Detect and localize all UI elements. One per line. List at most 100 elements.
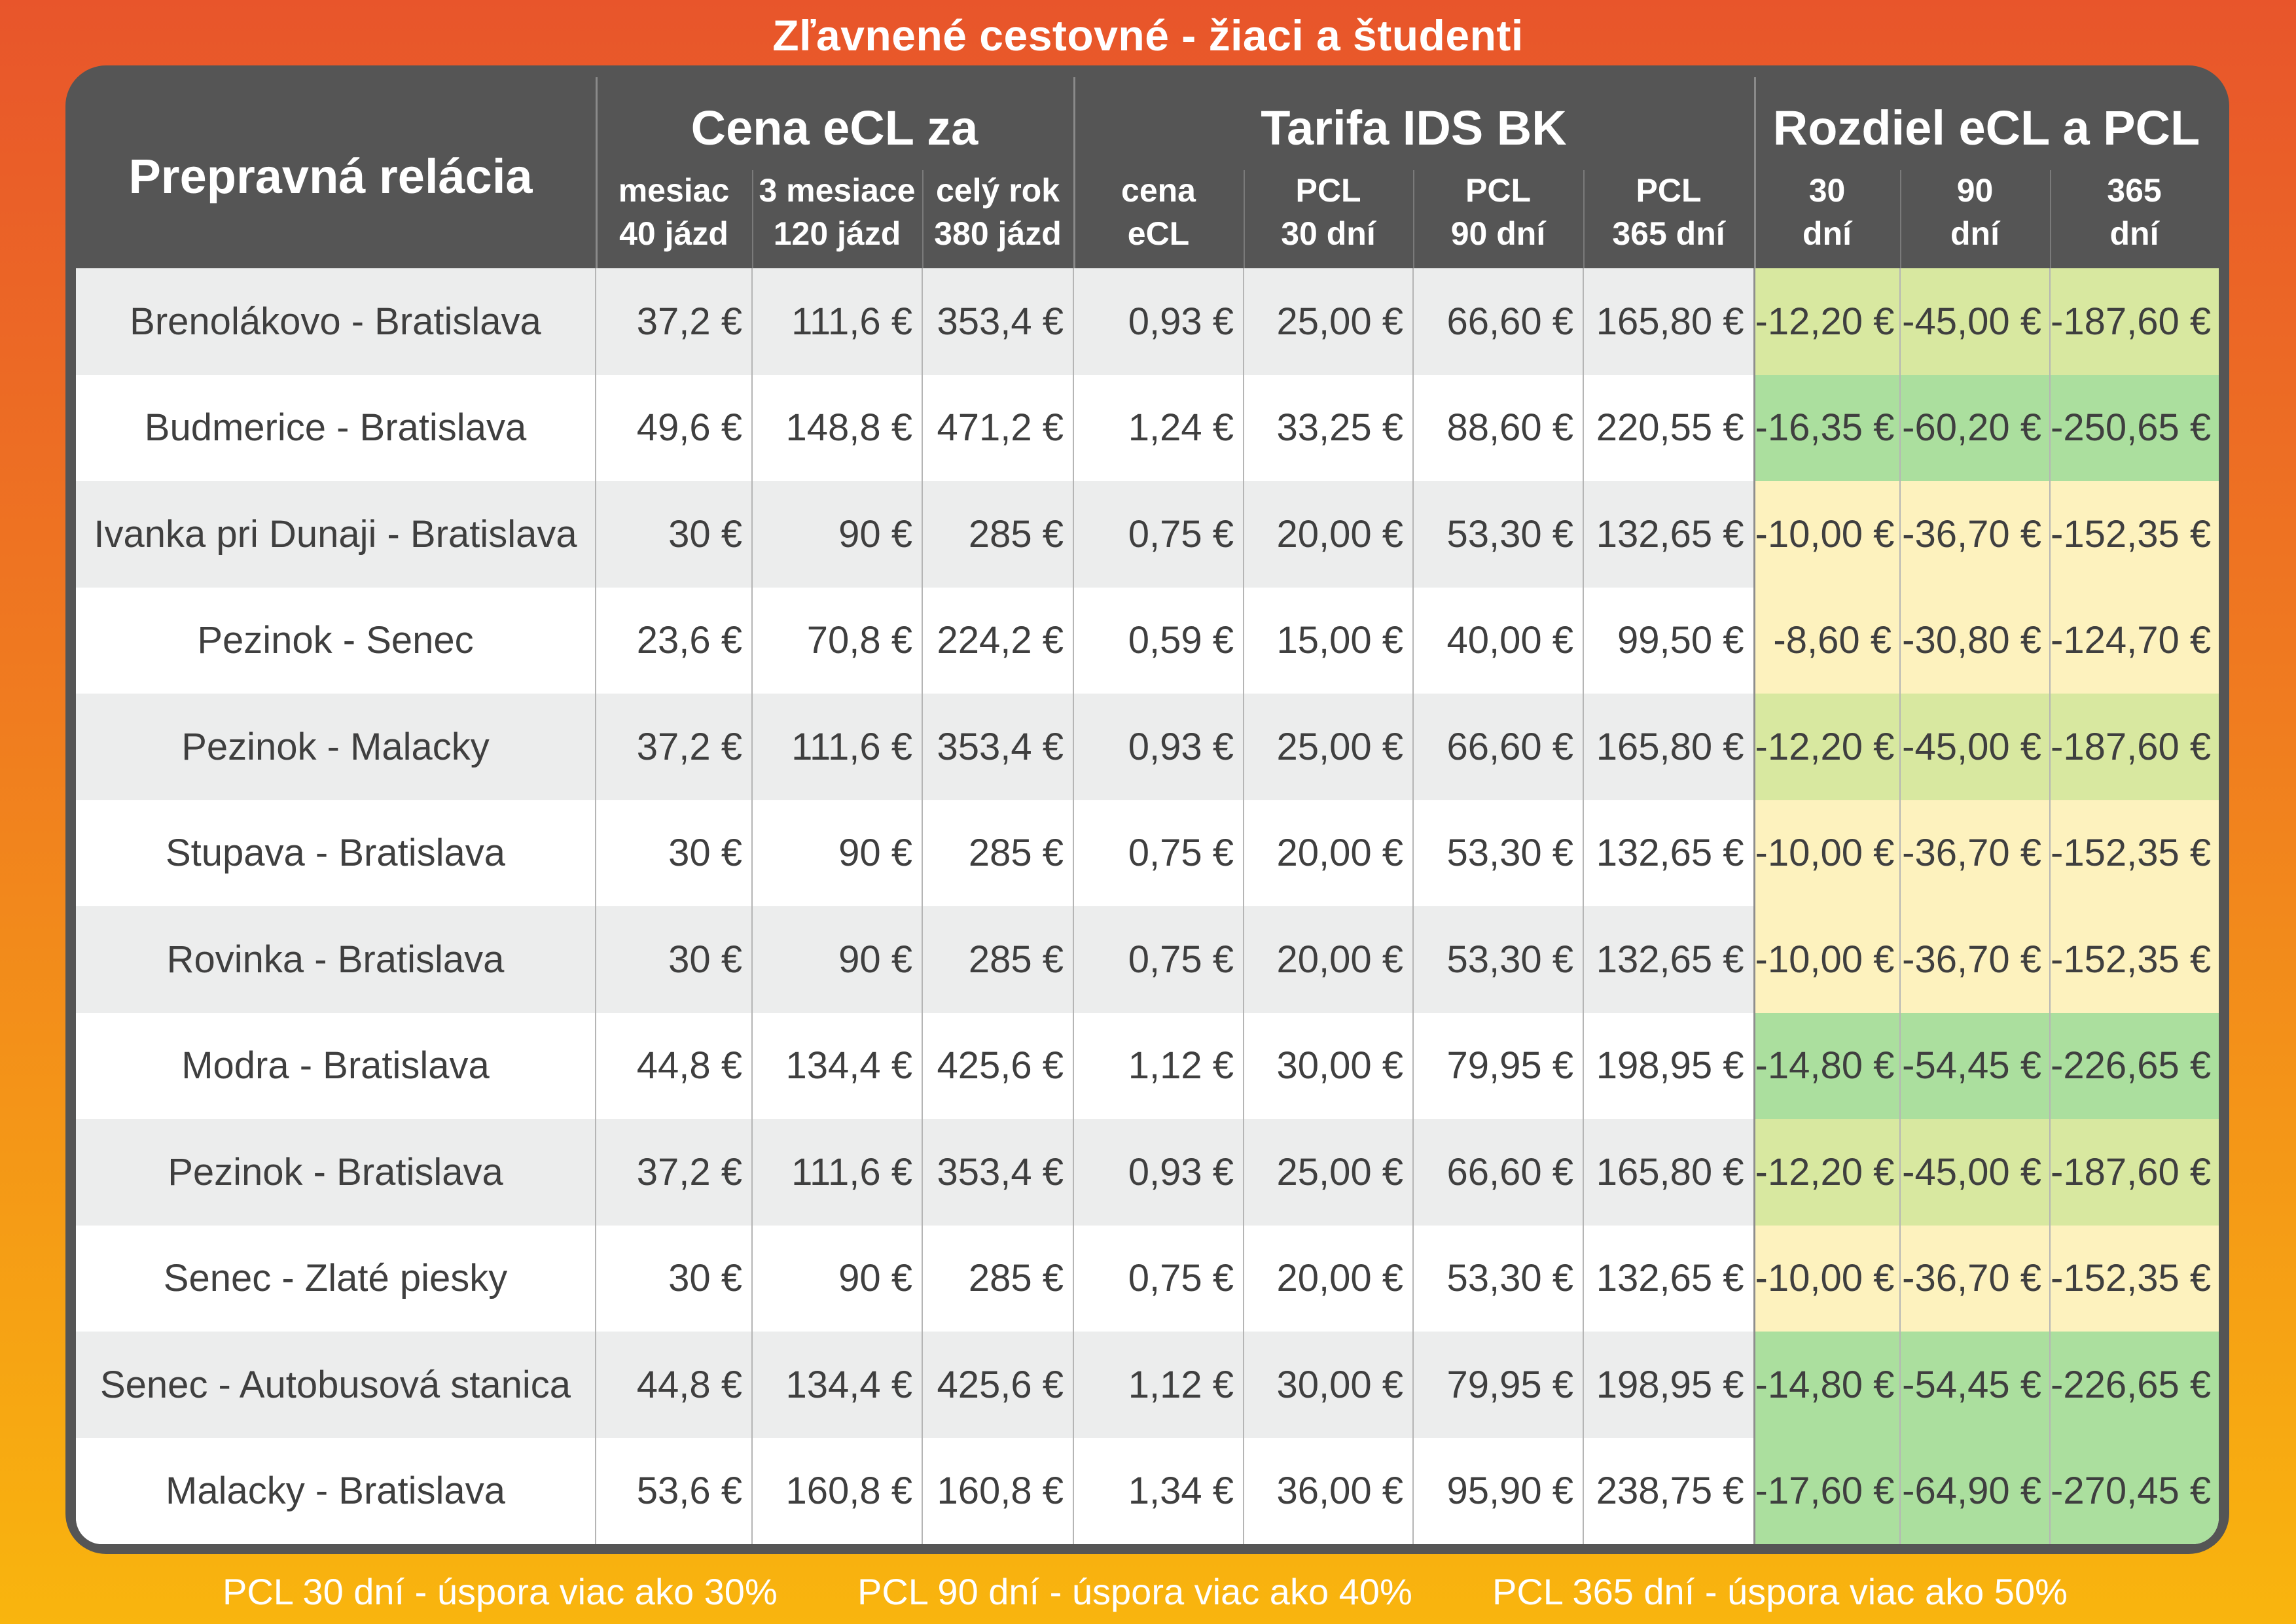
price-cell: 353,4 €: [922, 268, 1073, 375]
table-row: Pezinok - Bratislava 37,2 €111,6 €353,4 €…: [76, 1119, 2219, 1226]
route-cell: Brenolákovo - Bratislava: [76, 268, 596, 375]
sub-header-line2: 30 dní: [1281, 215, 1376, 252]
price-cell: 132,65 €: [1583, 1225, 1754, 1332]
price-cell: 285 €: [922, 481, 1073, 588]
price-cell: 37,2 €: [595, 694, 752, 800]
price-cell: 0,75 €: [1073, 1225, 1244, 1332]
route-cell: Rovinka - Bratislava: [76, 906, 596, 1013]
price-cell: 79,95 €: [1412, 1332, 1583, 1438]
difference-cell: -226,65 €: [2049, 1012, 2219, 1119]
route-cell: Pezinok - Bratislava: [76, 1119, 596, 1226]
price-cell: 165,80 €: [1583, 694, 1754, 800]
price-cell: 90 €: [751, 481, 922, 588]
price-cell: 53,30 €: [1412, 1225, 1583, 1332]
difference-cell: -45,00 €: [1899, 694, 2050, 800]
sub-header-line2: 120 jázd: [773, 215, 901, 252]
price-cell: 111,6 €: [751, 268, 922, 375]
sub-header-line2: dní: [1803, 215, 1852, 252]
price-cell: 20,00 €: [1243, 481, 1413, 588]
difference-cell: -16,35 €: [1753, 374, 1900, 481]
price-cell: 425,6 €: [922, 1332, 1073, 1438]
price-cell: 15,00 €: [1243, 587, 1413, 694]
sub-header-5: PCL 90 dní: [1413, 169, 1583, 255]
price-cell: 53,30 €: [1412, 906, 1583, 1013]
header-separator: [1073, 77, 1075, 268]
difference-cell: -187,60 €: [2049, 268, 2219, 375]
price-cell: 30 €: [595, 800, 752, 906]
route-cell: Stupava - Bratislava: [76, 800, 596, 906]
price-cell: 132,65 €: [1583, 906, 1754, 1013]
footer-note-30: PCL 30 dní - úspora viac ako 30%: [223, 1571, 778, 1612]
price-cell: 53,30 €: [1412, 800, 1583, 906]
difference-cell: -36,70 €: [1899, 800, 2050, 906]
sub-header-line1: 365: [2107, 172, 2162, 209]
price-cell: 198,95 €: [1583, 1332, 1754, 1438]
footer-note-365: PCL 365 dní - úspora viac ako 50%: [1492, 1571, 2068, 1612]
sub-header-line2: eCL: [1127, 215, 1190, 252]
price-cell: 285 €: [922, 800, 1073, 906]
sub-header-line1: 30: [1808, 172, 1846, 209]
price-cell: 66,60 €: [1412, 1119, 1583, 1226]
sub-header-line1: PCL: [1465, 172, 1531, 209]
page-title: Zľavnené cestovné - žiaci a študenti: [772, 11, 1524, 60]
difference-cell: -152,35 €: [2049, 481, 2219, 588]
sub-header-line2: 90 dní: [1450, 215, 1546, 252]
price-cell: 1,12 €: [1073, 1012, 1244, 1119]
table-row: Pezinok - Malacky 37,2 €111,6 €353,4 €0,9…: [76, 694, 2219, 800]
price-cell: 33,25 €: [1243, 374, 1413, 481]
diff-group-header: Rozdiel eCL a PCL: [1772, 101, 2200, 155]
price-cell: 134,4 €: [751, 1012, 922, 1119]
price-cell: 111,6 €: [751, 1119, 922, 1226]
ids-group-header: Tarifa IDS BK: [1261, 101, 1567, 155]
difference-cell: -45,00 €: [1899, 1119, 2050, 1226]
price-cell: 111,6 €: [751, 694, 922, 800]
sub-header-4: PCL 30 dní: [1244, 169, 1413, 255]
price-cell: 132,65 €: [1583, 800, 1754, 906]
route-cell: Ivanka pri Dunaji - Bratislava: [76, 481, 596, 588]
sub-header-line1: mesiac: [618, 172, 730, 209]
table-row: Senec - Autobusová stanica 44,8 €134,4 €4…: [76, 1332, 2219, 1438]
difference-cell: -250,65 €: [2049, 374, 2219, 481]
price-cell: 99,50 €: [1583, 587, 1754, 694]
price-cell: 30,00 €: [1243, 1012, 1413, 1119]
sub-header-line2: 380 jázd: [934, 215, 1062, 252]
difference-cell: -226,65 €: [2049, 1332, 2219, 1438]
route-cell: Modra - Bratislava: [76, 1012, 596, 1119]
price-cell: 0,59 €: [1073, 587, 1244, 694]
price-cell: 53,6 €: [595, 1438, 752, 1544]
price-cell: 148,8 €: [751, 374, 922, 481]
difference-cell: -12,20 €: [1753, 268, 1900, 375]
difference-cell: -124,70 €: [2049, 587, 2219, 694]
sub-header-6: PCL 365 dní: [1583, 169, 1754, 255]
header-separator: [1754, 77, 1756, 268]
price-cell: 0,93 €: [1073, 694, 1244, 800]
difference-cell: -270,45 €: [2049, 1438, 2219, 1544]
header-separator: [596, 77, 598, 268]
sub-header-1: 3 mesiace 120 jázd: [752, 169, 922, 255]
price-cell: 49,6 €: [595, 374, 752, 481]
price-cell: 20,00 €: [1243, 800, 1413, 906]
price-cell: 425,6 €: [922, 1012, 1073, 1119]
price-cell: 353,4 €: [922, 694, 1073, 800]
price-cell: 53,30 €: [1412, 481, 1583, 588]
price-cell: 132,65 €: [1583, 481, 1754, 588]
table-row: Malacky - Bratislava 53,6 €160,8 €160,8 €…: [76, 1438, 2219, 1544]
difference-cell: -30,80 €: [1899, 587, 2050, 694]
difference-cell: -36,70 €: [1899, 481, 2050, 588]
difference-cell: -187,60 €: [2049, 694, 2219, 800]
sub-header-line1: PCL: [1636, 172, 1702, 209]
sub-header-2: celý rok 380 jázd: [922, 169, 1073, 255]
sub-header-9: 365 dní: [2050, 169, 2219, 255]
price-cell: 30 €: [595, 906, 752, 1013]
table-row: Senec - Zlaté piesky 30 €90 €285 €0,75 €2…: [76, 1225, 2219, 1332]
footer-note-90: PCL 90 dní - úspora viac ako 40%: [857, 1571, 1412, 1612]
sub-header-line1: PCL: [1295, 172, 1361, 209]
difference-cell: -152,35 €: [2049, 800, 2219, 906]
price-cell: 0,75 €: [1073, 481, 1244, 588]
sub-header-line2: dní: [2109, 215, 2159, 252]
sub-header-7: 30 dní: [1754, 169, 1900, 255]
price-cell: 36,00 €: [1243, 1438, 1413, 1544]
sub-header-separator: [1900, 170, 1901, 268]
sub-header-0: mesiac 40 jázd: [596, 169, 752, 255]
fare-table: Brenolákovo - Bratislava 37,2 €111,6 €353…: [76, 268, 2219, 1544]
